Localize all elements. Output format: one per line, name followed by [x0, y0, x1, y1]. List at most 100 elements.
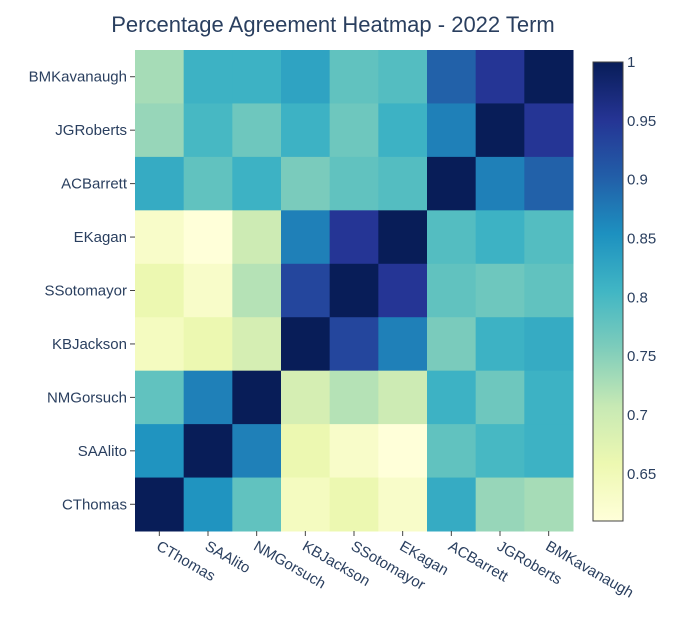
heatmap-cell [378, 156, 428, 211]
heatmap-cell [232, 317, 282, 372]
heatmap-cell [135, 370, 185, 425]
heatmap-cell [524, 156, 574, 211]
heatmap-cell [281, 477, 331, 532]
heatmap-cell [232, 210, 282, 265]
heatmap-cell [378, 317, 428, 372]
y-tick-label: ACBarrett [61, 176, 128, 193]
heatmap-cell [183, 317, 233, 372]
heatmap-cell [183, 370, 233, 425]
colorbar-tick-label: 0.65 [627, 466, 656, 483]
heatmap-cell [329, 370, 379, 425]
heatmap-cell [378, 103, 428, 158]
heatmap-cell [281, 156, 331, 211]
heatmap-cell [475, 50, 525, 104]
heatmap-cell [135, 156, 185, 211]
heatmap-cell [427, 317, 477, 372]
colorbar-tick-label: 0.9 [627, 172, 648, 189]
heatmap-cell [427, 156, 477, 211]
chart-title: Percentage Agreement Heatmap - 2022 Term [111, 12, 555, 37]
heatmap-cell [135, 477, 185, 532]
heatmap-cell [378, 263, 428, 318]
heatmap-cell [232, 370, 282, 425]
heatmap-cell [475, 156, 525, 211]
heatmap-cell [524, 210, 574, 265]
heatmap-cell [281, 370, 331, 425]
heatmap-cell [183, 263, 233, 318]
heatmap-cell [329, 477, 379, 532]
y-tick-label: EKagan [74, 229, 127, 246]
colorbar-tick-label: 0.75 [627, 348, 656, 365]
heatmap-cell [378, 477, 428, 532]
heatmap-cell [281, 263, 331, 318]
heatmap-cell [329, 156, 379, 211]
heatmap-cell [475, 477, 525, 532]
heatmap-cell [524, 317, 574, 372]
heatmap-cell [135, 263, 185, 318]
heatmap-cell [329, 103, 379, 158]
heatmap-cell [232, 424, 282, 479]
y-tick-label: JGRoberts [55, 122, 127, 139]
heatmap-cell [524, 263, 574, 318]
heatmap-cell [135, 50, 185, 104]
heatmap-cell [183, 103, 233, 158]
heatmap-cells [135, 50, 574, 532]
heatmap-cell [427, 477, 477, 532]
heatmap-cell [135, 424, 185, 479]
y-tick-label: BMKavanaugh [29, 69, 127, 86]
heatmap-cell [475, 370, 525, 425]
heatmap-cell [427, 263, 477, 318]
heatmap-cell [232, 103, 282, 158]
x-axis-ticks: CThomasSAAlitoNMGorsuchKBJacksonSSotomay… [153, 531, 636, 602]
colorbar-tick-label: 0.85 [627, 231, 656, 248]
heatmap-cell [524, 370, 574, 425]
heatmap-cell [475, 424, 525, 479]
heatmap-cell [135, 210, 185, 265]
heatmap-cell [524, 477, 574, 532]
heatmap-cell [524, 50, 574, 104]
heatmap-cell [427, 50, 477, 104]
heatmap-cell [329, 210, 379, 265]
heatmap-cell [329, 50, 379, 104]
heatmap-cell [475, 317, 525, 372]
heatmap-cell [427, 370, 477, 425]
heatmap-cell [183, 424, 233, 479]
y-tick-label: CThomas [62, 496, 127, 513]
heatmap-cell [378, 370, 428, 425]
heatmap-cell [427, 424, 477, 479]
heatmap-cell [427, 210, 477, 265]
heatmap-cell [232, 263, 282, 318]
heatmap-cell [232, 477, 282, 532]
heatmap-cell [183, 210, 233, 265]
heatmap-cell [475, 263, 525, 318]
heatmap-cell [329, 317, 379, 372]
heatmap-cell [183, 50, 233, 104]
heatmap-cell [281, 103, 331, 158]
heatmap-cell [427, 103, 477, 158]
heatmap-cell [524, 424, 574, 479]
heatmap-cell [329, 263, 379, 318]
colorbar-tick-label: 0.95 [627, 113, 656, 130]
y-axis-ticks: BMKavanaugh JGRoberts ACBarrett EKagan SSoto… [29, 69, 135, 513]
heatmap-cell [281, 50, 331, 104]
colorbar-tick-label: 0.8 [627, 289, 648, 306]
heatmap-cell [475, 210, 525, 265]
heatmap-cell [475, 103, 525, 158]
heatmap-cell [281, 317, 331, 372]
colorbar-tick-label: 1 [627, 54, 635, 71]
heatmap-cell [183, 156, 233, 211]
heatmap-cell [135, 103, 185, 158]
heatmap-cell [524, 103, 574, 158]
heatmap-cell [378, 50, 428, 104]
y-tick-label: SAAlito [78, 443, 127, 460]
heatmap-cell [183, 477, 233, 532]
colorbar: 1 0.95 0.9 0.85 0.8 0.75 0.7 0.65 [592, 54, 656, 522]
heatmap-cell [232, 156, 282, 211]
colorbar-tick-label: 0.7 [627, 407, 648, 424]
colorbar-gradient [592, 61, 624, 522]
heatmap-cell [378, 424, 428, 479]
y-tick-label: NMGorsuch [47, 389, 127, 406]
y-tick-label: SSotomayor [44, 283, 127, 300]
y-tick-label: KBJackson [52, 336, 127, 353]
heatmap-cell [281, 424, 331, 479]
